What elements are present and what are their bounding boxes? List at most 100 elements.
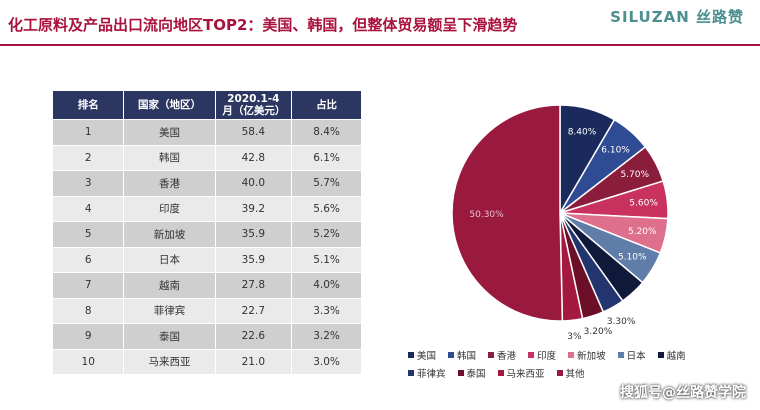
rank-cell: 7 <box>51 272 125 299</box>
legend-item: 马来西亚 <box>497 366 545 380</box>
legend-item: 韩国 <box>448 348 476 362</box>
value-cell: 21.0 <box>214 348 293 375</box>
rank-cell: 5 <box>51 221 125 248</box>
legend-item: 泰国 <box>457 366 486 380</box>
value-cell: 35.9 <box>214 221 293 248</box>
country-cell: 泰国 <box>123 323 216 350</box>
legend-item: 日本 <box>617 348 646 362</box>
legend-swatch <box>488 352 495 358</box>
legend-label: 菲律宾 <box>417 369 446 380</box>
pie-label-香港: 5.70% <box>620 170 649 180</box>
page-title: 化工原料及产品出口流向地区TOP2：美国、韩国，但整体贸易额呈下滑趋势 <box>8 16 518 34</box>
legend-swatch <box>556 370 563 376</box>
rank-cell: 3 <box>51 170 125 197</box>
value-cell: 42.8 <box>214 144 293 171</box>
value-cell: 22.6 <box>214 323 293 350</box>
legend-item: 美国 <box>408 348 436 362</box>
legend-label: 马来西亚 <box>506 369 545 380</box>
table-row: 9 泰国 22.6 3.2% <box>51 323 362 350</box>
legend-swatch <box>528 352 535 358</box>
column-header-value: 2020.1-4月（亿美元） <box>214 90 293 120</box>
legend-label: 印度 <box>537 351 557 362</box>
pie-label-菲律宾: 3.30% <box>607 317 636 327</box>
legend-item: 菲律宾 <box>408 366 446 380</box>
rank-cell: 8 <box>51 297 125 324</box>
table-header-row: 排名 国家（地区） 2020.1-4月（亿美元） 占比 <box>51 90 362 120</box>
legend-swatch <box>497 370 504 376</box>
country-cell: 越南 <box>123 272 216 299</box>
table-row: 4 印度 39.2 5.6% <box>51 195 362 222</box>
legend-item: 越南 <box>657 348 686 362</box>
pie-chart: 8.40% 6.10% 5.70% 5.60% 5.20% 5.10% 3.30% 3.20%… <box>400 90 740 342</box>
share-cell: 5.2% <box>291 221 362 248</box>
legend-item: 新加坡 <box>568 348 606 362</box>
pie-label-其他: 50.30% <box>469 210 504 220</box>
legend-label: 日本 <box>626 351 646 362</box>
legend-label: 香港 <box>497 351 517 362</box>
legend-item: 其他 <box>556 366 585 380</box>
column-header-value-text: 2020.1-4月（亿美元） <box>222 93 286 117</box>
legend-label: 新加坡 <box>577 351 606 362</box>
pie-chart-svg: 8.40% 6.10% 5.70% 5.60% 5.20% 5.10% 3.30%3.20%… <box>451 104 669 342</box>
value-cell: 27.8 <box>214 272 293 299</box>
legend-item: 香港 <box>488 348 516 362</box>
legend-swatch <box>448 352 455 358</box>
legend-swatch <box>457 370 464 376</box>
rank-cell: 2 <box>51 144 125 171</box>
table-row: 8 菲律宾 22.7 3.3% <box>51 297 362 324</box>
column-header-country: 国家（地区） <box>123 90 216 120</box>
pie-label-印度: 5.60% <box>629 199 658 209</box>
column-header-share: 占比 <box>291 90 362 120</box>
legend-label: 美国 <box>417 351 437 362</box>
table-row: 6 日本 35.9 5.1% <box>51 246 362 273</box>
country-cell: 日本 <box>123 246 216 273</box>
rank-cell: 6 <box>51 246 125 273</box>
pie-label-泰国: 3.20% <box>584 327 613 337</box>
legend-item: 印度 <box>528 348 556 362</box>
share-cell: 5.7% <box>291 170 362 197</box>
share-cell: 4.0% <box>291 272 362 299</box>
column-header-rank: 排名 <box>51 90 125 120</box>
legend-label: 其他 <box>565 369 585 380</box>
country-cell: 菲律宾 <box>123 297 216 324</box>
value-cell: 22.7 <box>214 297 293 324</box>
pie-label-日本: 5.10% <box>618 252 647 262</box>
share-cell: 5.6% <box>291 195 362 222</box>
country-cell: 新加坡 <box>123 221 216 248</box>
legend-swatch <box>568 352 575 358</box>
chart-legend: 美国 韩国 香港 印度 新加坡 日本 越南菲律宾 泰国 马来西亚 其他 <box>408 348 708 384</box>
value-cell: 35.9 <box>214 246 293 273</box>
share-cell: 3.3% <box>291 297 362 324</box>
pie-slice-其他 <box>451 104 564 322</box>
share-cell: 3.0% <box>291 348 362 375</box>
table-row: 3 香港 40.0 5.7% <box>51 170 362 197</box>
title-divider <box>0 44 760 46</box>
value-cell: 39.2 <box>214 195 293 222</box>
share-cell: 5.1% <box>291 246 362 273</box>
rank-cell: 10 <box>51 348 125 375</box>
legend-swatch <box>617 352 624 358</box>
legend-swatch <box>408 370 414 376</box>
rank-cell: 4 <box>51 195 125 222</box>
brand-logo: SILUZAN 丝路赞 <box>610 8 744 26</box>
table-row: 1 美国 58.4 8.4% <box>51 119 362 146</box>
table-row: 2 韩国 42.8 6.1% <box>51 144 362 171</box>
value-cell: 40.0 <box>214 170 293 197</box>
pie-label-美国: 8.40% <box>568 128 597 138</box>
legend-swatch <box>657 352 664 358</box>
rank-cell: 1 <box>51 119 125 146</box>
pie-label-马来西亚: 3% <box>567 332 582 340</box>
share-cell: 6.1% <box>291 144 362 171</box>
country-cell: 印度 <box>123 195 216 222</box>
table-row: 5 新加坡 35.9 5.2% <box>51 221 362 248</box>
watermark: 搜狐号@丝路赞学院 <box>620 385 746 401</box>
country-cell: 马来西亚 <box>123 348 216 375</box>
country-cell: 香港 <box>123 170 216 197</box>
ranking-table: 排名 国家（地区） 2020.1-4月（亿美元） 占比 1 美国 58.4 8.4% 2… <box>51 90 362 375</box>
table-row: 10 马来西亚 21.0 3.0% <box>51 348 362 375</box>
legend-label: 泰国 <box>466 369 486 380</box>
legend-label: 越南 <box>666 351 686 362</box>
share-cell: 8.4% <box>291 119 362 146</box>
pie-label-新加坡: 5.20% <box>628 227 657 237</box>
share-cell: 3.2% <box>291 323 362 350</box>
